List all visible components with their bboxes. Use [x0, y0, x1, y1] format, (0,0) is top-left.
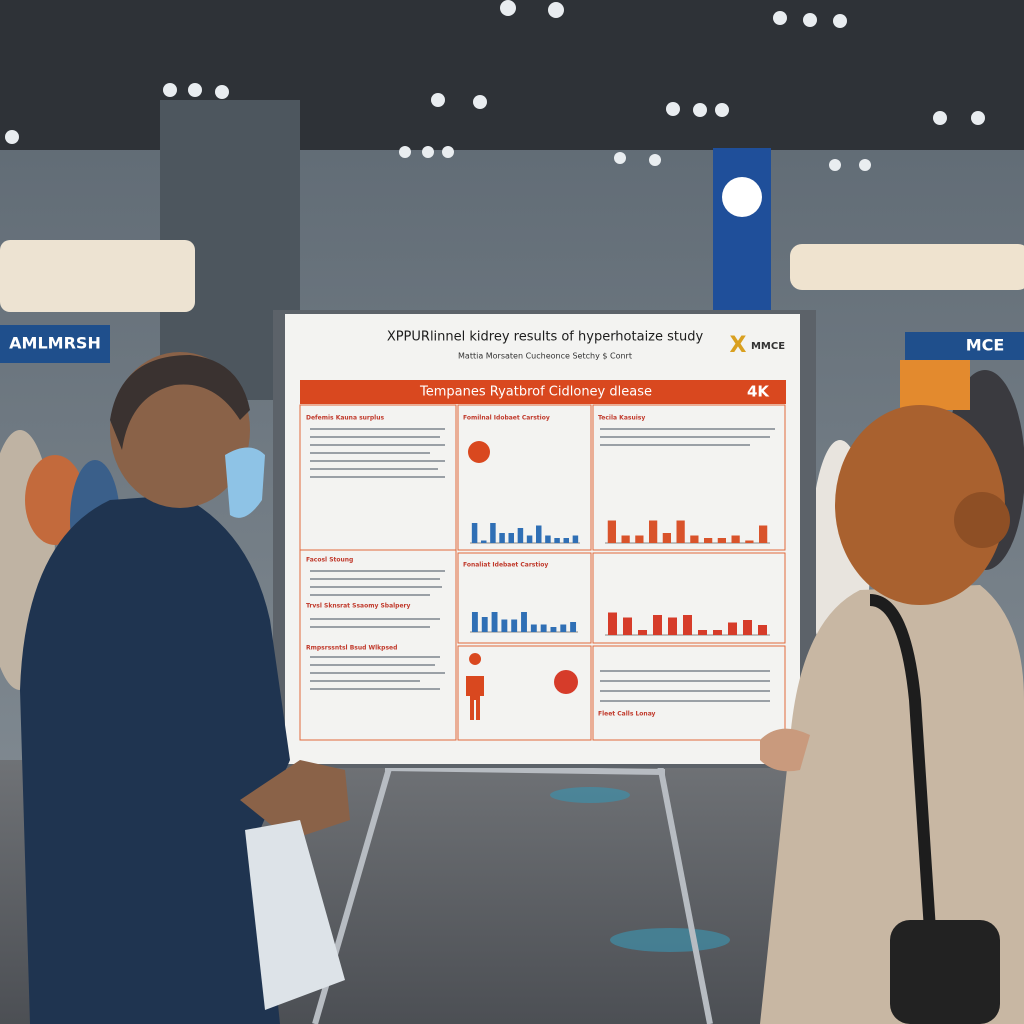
bar: [554, 538, 560, 543]
bar: [635, 535, 644, 543]
banner-tag: 4K: [747, 383, 770, 401]
banner-text: Tempanes Ryatbrof Cidloney dlease: [419, 385, 652, 400]
booth-sign: [0, 325, 110, 363]
bar: [690, 535, 699, 543]
poster-charts: [470, 520, 770, 636]
icon: [554, 670, 578, 694]
bar: [517, 528, 524, 543]
bar: [698, 630, 707, 635]
ceiling-lights: [5, 0, 985, 171]
bar: [662, 533, 671, 543]
poster-subtitle: Mattia Morsaten Cucheonce Setchy $ Conrt: [458, 352, 632, 361]
poster-sections: Defemis Kauna surplus Fomilnal Idobaet Ca…: [306, 415, 656, 718]
bar: [572, 535, 579, 543]
bar: [560, 624, 567, 632]
bar: [481, 540, 487, 543]
bar: [676, 520, 685, 543]
poster-panels: [299, 404, 786, 741]
section-heading: Facosl Stoung: [306, 557, 353, 564]
bar: [717, 538, 726, 543]
ceiling: [0, 0, 1024, 150]
bar: [713, 630, 722, 635]
bar: [511, 619, 518, 632]
logo-mark: X: [730, 333, 747, 358]
sign-text: AMLMRSH: [9, 334, 101, 353]
bar: [731, 535, 740, 543]
pendant-lamp: [0, 240, 195, 312]
bar: [471, 523, 478, 543]
hanging-banner: [713, 148, 771, 310]
bar: [683, 615, 692, 635]
bar: [550, 627, 557, 632]
bar: [491, 612, 498, 632]
bar: [521, 612, 527, 632]
bar: [607, 520, 616, 543]
bar: [536, 525, 542, 543]
bar: [570, 622, 577, 632]
section-heading: Fonaliat Idebaet Carstioy: [463, 562, 548, 569]
section-heading: Trvsl Sknsrat Ssaomy Sbalpery: [306, 603, 411, 610]
bar: [653, 615, 662, 635]
poster-banner: [300, 380, 786, 404]
poster-title: XPPURlinnel kidrey results of hyperhotai…: [387, 330, 704, 345]
woman: [760, 405, 1024, 1024]
section-heading: Rmpsrssntsl Bsud Wlkpsed: [306, 645, 397, 652]
bar: [743, 620, 752, 635]
bar: [758, 625, 767, 635]
bar: [501, 619, 508, 632]
bar: [540, 624, 547, 632]
banner-logo: [722, 177, 762, 217]
bar: [490, 523, 496, 543]
bar: [471, 612, 478, 632]
person-icon: [466, 653, 484, 720]
booth-sign: [905, 332, 1024, 360]
bar: [704, 538, 713, 543]
bar: [481, 617, 488, 632]
man: [20, 352, 350, 1024]
bar: [545, 535, 551, 543]
bar: [623, 617, 632, 635]
bar: [668, 617, 677, 635]
section-heading: Defemis Kauna surplus: [306, 415, 385, 422]
bar: [530, 624, 537, 632]
bar: [508, 533, 514, 543]
bar: [499, 533, 505, 543]
bar: [745, 540, 754, 543]
section-heading: Fomilnal Idobaet Carstioy: [463, 415, 550, 422]
sign-text: MCE: [966, 336, 1005, 355]
bar: [649, 520, 658, 543]
section-heading: Fleet Calls Lonay: [598, 711, 656, 718]
logo-text: MMCE: [751, 341, 785, 352]
bar: [621, 535, 630, 543]
bar: [563, 538, 569, 543]
pendant-lamp: [790, 244, 1024, 290]
section-heading: Tecila Kasuisy: [598, 415, 645, 422]
body-text-lines: [310, 428, 775, 702]
bar: [728, 622, 737, 635]
bar: [526, 535, 533, 543]
bar: [638, 630, 647, 635]
bar: [608, 612, 617, 635]
icon: [468, 441, 490, 463]
bar: [759, 525, 768, 543]
